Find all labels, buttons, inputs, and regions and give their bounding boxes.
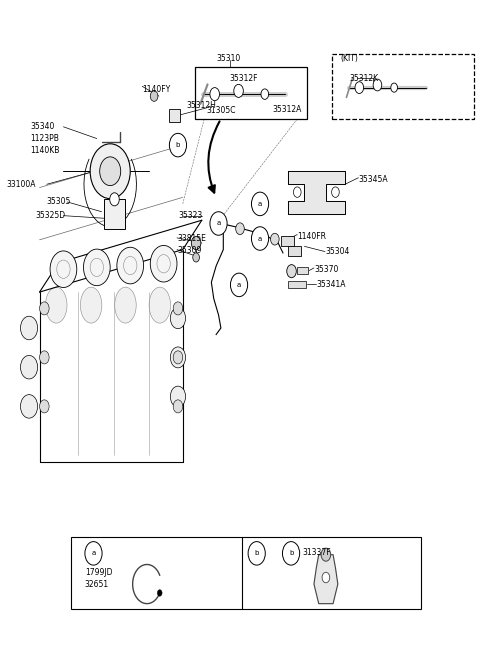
Circle shape	[234, 85, 243, 97]
Circle shape	[170, 386, 186, 407]
Ellipse shape	[80, 287, 102, 323]
Text: b: b	[289, 550, 293, 556]
Bar	[104, 199, 125, 229]
Circle shape	[39, 302, 49, 315]
Circle shape	[50, 251, 77, 287]
Text: 35310: 35310	[216, 54, 240, 64]
Circle shape	[287, 264, 296, 277]
Circle shape	[373, 79, 382, 91]
Circle shape	[210, 88, 219, 100]
Circle shape	[193, 253, 199, 262]
Circle shape	[157, 590, 162, 596]
Text: 33815E: 33815E	[177, 234, 206, 243]
Circle shape	[173, 400, 183, 413]
Text: 35305: 35305	[47, 197, 71, 207]
Circle shape	[100, 157, 120, 186]
Text: a: a	[258, 201, 262, 207]
Text: 35304: 35304	[326, 247, 350, 256]
Circle shape	[391, 83, 397, 92]
Circle shape	[84, 249, 110, 285]
Text: a: a	[91, 550, 96, 556]
Text: 31337F: 31337F	[302, 548, 331, 557]
Circle shape	[90, 144, 130, 199]
Bar	[332, 54, 474, 119]
Circle shape	[21, 316, 37, 340]
Circle shape	[230, 273, 248, 297]
Circle shape	[85, 542, 102, 565]
Bar	[288, 281, 306, 287]
Circle shape	[217, 218, 226, 230]
Text: 1799JD: 1799JD	[85, 568, 112, 577]
Text: a: a	[237, 282, 241, 288]
Text: a: a	[216, 220, 221, 226]
Circle shape	[173, 302, 183, 315]
Ellipse shape	[46, 287, 67, 323]
Text: 35370: 35370	[314, 265, 338, 274]
Circle shape	[170, 347, 186, 368]
Circle shape	[150, 91, 158, 101]
Ellipse shape	[115, 287, 136, 323]
Bar	[195, 67, 307, 119]
Circle shape	[150, 245, 177, 282]
Circle shape	[248, 542, 265, 565]
Bar	[297, 267, 308, 274]
Text: 1140FR: 1140FR	[297, 232, 326, 241]
Circle shape	[355, 82, 364, 94]
Circle shape	[252, 192, 269, 216]
Circle shape	[210, 212, 227, 236]
Polygon shape	[314, 555, 338, 604]
Bar	[281, 236, 294, 247]
Bar	[169, 109, 180, 122]
Circle shape	[170, 308, 186, 329]
Circle shape	[321, 548, 331, 561]
Text: 35312F: 35312F	[229, 74, 258, 83]
Circle shape	[282, 542, 300, 565]
Circle shape	[236, 223, 244, 235]
Circle shape	[293, 187, 301, 197]
Text: 35323: 35323	[178, 211, 202, 220]
Circle shape	[110, 193, 119, 206]
Bar	[288, 246, 301, 256]
Text: 1140FY: 1140FY	[142, 85, 170, 94]
Text: 32651: 32651	[85, 579, 109, 588]
Text: 31305C: 31305C	[206, 106, 236, 115]
Circle shape	[39, 351, 49, 364]
Circle shape	[192, 237, 201, 250]
Circle shape	[117, 247, 144, 284]
Text: 1123PB: 1123PB	[30, 134, 59, 143]
Circle shape	[332, 187, 339, 197]
Text: 35312H: 35312H	[187, 102, 216, 110]
Polygon shape	[288, 171, 345, 214]
Text: 35340: 35340	[30, 122, 54, 131]
Text: b: b	[176, 142, 180, 148]
Circle shape	[261, 89, 269, 99]
Circle shape	[21, 395, 37, 418]
Text: b: b	[254, 550, 259, 556]
Circle shape	[253, 228, 262, 240]
Text: 35312K: 35312K	[350, 74, 379, 83]
Text: 1140KB: 1140KB	[30, 146, 60, 155]
Circle shape	[322, 572, 330, 583]
Bar	[71, 537, 421, 609]
Circle shape	[169, 133, 187, 157]
Circle shape	[271, 234, 279, 245]
Circle shape	[252, 227, 269, 251]
Text: 35309: 35309	[177, 247, 202, 255]
Text: a: a	[258, 236, 262, 241]
Circle shape	[21, 356, 37, 379]
Ellipse shape	[149, 287, 170, 323]
Circle shape	[173, 351, 183, 364]
Circle shape	[39, 400, 49, 413]
Text: 35325D: 35325D	[36, 211, 66, 220]
Text: 35341A: 35341A	[316, 279, 346, 289]
Text: 33100A: 33100A	[6, 180, 36, 189]
Text: 35345A: 35345A	[359, 174, 388, 184]
Text: 35312A: 35312A	[273, 105, 302, 113]
Text: (KIT): (KIT)	[340, 54, 358, 64]
